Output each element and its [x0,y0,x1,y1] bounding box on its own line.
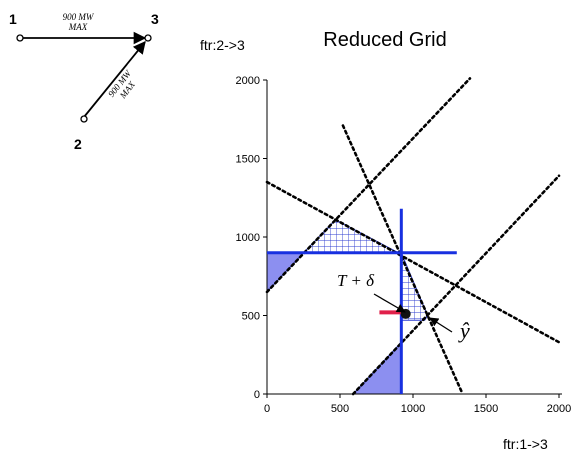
x-tick-label: 1500 [474,403,498,415]
chart-title: Reduced Grid [323,29,446,51]
node-2-label: 2 [74,136,82,152]
dotted-line-2 [265,180,561,344]
blue-limit-lines [267,208,457,394]
shaded-regions [266,252,402,395]
y-tick-label: 2000 [236,75,260,87]
x-tick-label: 0 [264,403,270,415]
line-1-3-capacity: 900 MW [63,12,95,22]
dotted-line-1 [265,77,472,294]
y-tick-label: 1500 [236,154,260,166]
y-tick-label: 1000 [236,232,260,244]
node-2-dot [80,115,88,123]
y-hat-label: ŷ [458,318,470,343]
y-tick-label: 0 [254,389,260,401]
y-axis-label: ftr:2->3 [200,37,245,53]
dotted-constraint-lines [265,77,561,396]
dotted-line-4 [351,174,561,396]
x-tick-label: 500 [331,403,349,415]
node-3-dot [144,34,152,42]
x-tick-label: 2000 [547,403,571,415]
y-tick-label: 500 [242,311,260,323]
node-1-label: 1 [9,11,17,27]
x-axis-label: ftr:1->3 [503,436,548,452]
line-1-3-unit: MAX [68,22,88,32]
x-tick-label: 1000 [401,403,425,415]
plot-area: 0 500 1000 1500 2000 0 500 1000 1500 2000 [236,75,572,415]
t-delta-arrow [373,293,406,313]
t-delta-label: T + δ [337,271,375,290]
line-2-3 [83,41,146,118]
network-diagram: 1 2 3 900 MW MAX 900 MW MAX [9,11,159,152]
node-3-label: 3 [151,11,159,27]
node-1-dot [16,34,24,42]
y-hat-arrow [429,317,453,333]
axes: 0 500 1000 1500 2000 0 500 1000 1500 2000 [236,75,572,415]
